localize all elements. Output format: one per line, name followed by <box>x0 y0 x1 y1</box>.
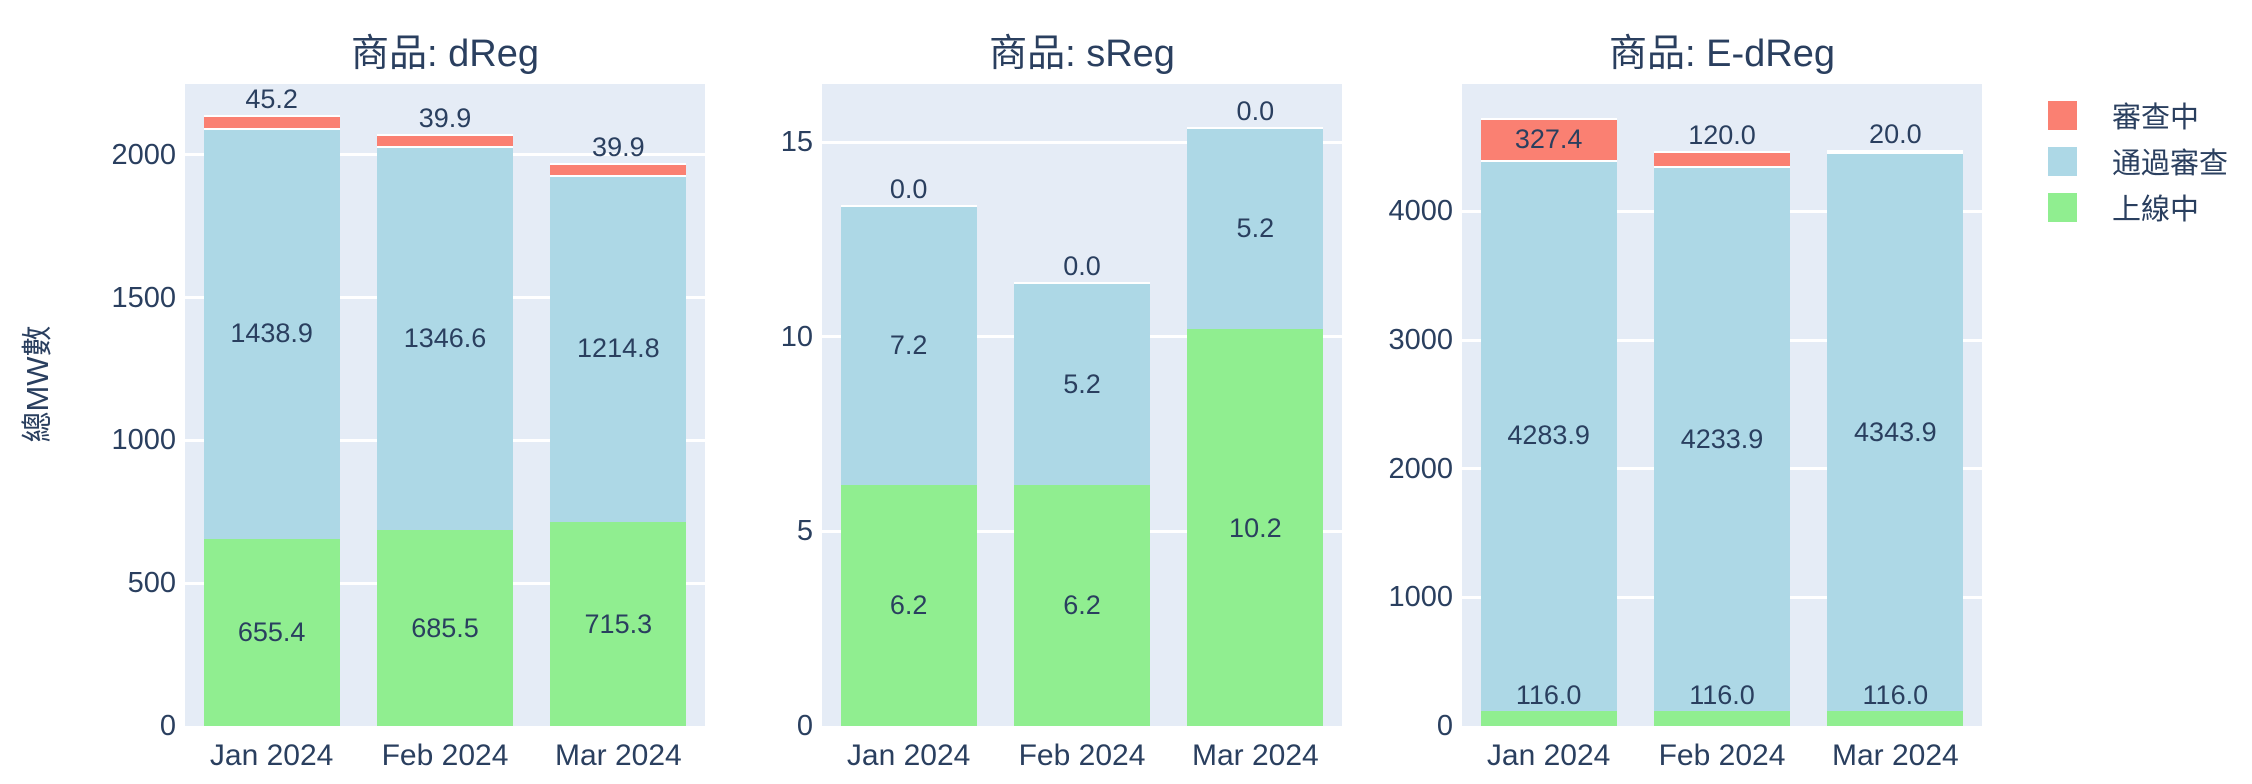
bar-value-label: 5.2 <box>1063 368 1101 399</box>
bar-value-label: 6.2 <box>1063 590 1101 621</box>
bar-segment-0-1 <box>1014 484 1150 726</box>
bar-value-label: 6.2 <box>889 590 928 621</box>
bar-value-label: 10.2 <box>1229 512 1282 543</box>
bar-segment-0-2 <box>1827 711 1964 726</box>
bar-segment-2-1 <box>377 134 513 146</box>
bar-segment-2-2 <box>550 163 687 175</box>
bar-segment-1-1 <box>1654 166 1790 712</box>
y-tick-label: 1500 <box>111 281 176 314</box>
bar-value-label: 715.3 <box>584 608 653 639</box>
bar-value-label: 7.2 <box>889 329 928 360</box>
x-tick-label: Mar 2024 <box>554 739 682 772</box>
x-tick-label: Jan 2024 <box>846 739 971 772</box>
bar-segment-2-2 <box>1827 149 1964 153</box>
bar-segment-1-1 <box>377 145 513 531</box>
subplot-title-sreg: 商品: sReg <box>989 33 1175 75</box>
y-tick-label: 0 <box>159 710 176 742</box>
bar-value-label: 20.0 <box>1869 118 1922 149</box>
bar-segment-0-0 <box>840 484 977 726</box>
bar-value-label: 0.0 <box>1236 95 1275 126</box>
bar-value-label: 120.0 <box>1688 119 1756 150</box>
bar-segment-1-1 <box>1014 282 1150 485</box>
legend-label-online: 上線中 <box>2112 194 2200 226</box>
legend-label-approved: 通過審查 <box>2112 148 2229 180</box>
y-tick-label: 0 <box>1436 710 1453 742</box>
bar-value-label: 327.4 <box>1514 123 1583 154</box>
legend-swatch-approved <box>2048 146 2077 176</box>
bar-value-label: 116.0 <box>1689 680 1755 711</box>
y-tick-label: 10 <box>780 320 813 353</box>
bar-segment-1-0 <box>203 127 340 539</box>
y-tick-label: 2000 <box>111 138 176 171</box>
bar-segment-0-0 <box>203 538 340 726</box>
y-tick-label: 500 <box>127 567 176 600</box>
y-tick-label: 4000 <box>1388 195 1453 228</box>
bar-value-label: 39.9 <box>592 132 645 163</box>
x-tick-label: Feb 2024 <box>1658 739 1786 772</box>
y-tick-label: 5 <box>796 515 813 548</box>
x-tick-label: Feb 2024 <box>381 739 509 772</box>
bar-value-label: 116.0 <box>1515 680 1582 711</box>
y-tick-label: 0 <box>796 710 813 742</box>
x-tick-label: Jan 2024 <box>209 739 334 772</box>
bar-segment-1-2 <box>1187 126 1324 330</box>
bar-segment-0-2 <box>550 521 687 726</box>
bar-value-label: 1438.9 <box>230 318 313 349</box>
bar-segment-0-1 <box>1654 711 1790 726</box>
bar-value-label: 4343.9 <box>1854 416 1937 447</box>
legend-label-reviewing: 審查中 <box>2112 102 2200 134</box>
bar-segment-1-2 <box>550 174 687 522</box>
legend-item-online[interactable]: 上線中 <box>2048 190 2228 226</box>
legend-item-approved[interactable]: 通過審查 <box>2048 144 2228 180</box>
bar-segment-2-1 <box>1654 150 1790 167</box>
bar-segment-0-1 <box>377 530 513 726</box>
bar-value-label: 0.0 <box>1063 251 1101 282</box>
bar-value-label: 116.0 <box>1862 680 1929 711</box>
subplot-title-dreg: 商品: dReg <box>351 33 539 75</box>
gridline <box>822 140 1342 144</box>
subplot-title-edreg: 商品: E-dReg <box>1609 33 1835 75</box>
bar-segment-2-0 <box>203 114 340 128</box>
bar-value-label: 5.2 <box>1236 212 1275 243</box>
legend-item-reviewing[interactable]: 審查中 <box>2048 98 2228 134</box>
bar-value-label: 685.5 <box>411 613 479 644</box>
legend-swatch-online <box>2048 192 2077 222</box>
legend: 審查中 通過審查 上線中 <box>2048 98 2228 236</box>
bar-segment-1-0 <box>1480 159 1617 712</box>
bar-value-label: 655.4 <box>237 617 306 648</box>
bar-segment-1-2 <box>1827 152 1964 712</box>
y-tick-label: 3000 <box>1388 324 1453 357</box>
bar-value-label: 0.0 <box>889 173 928 204</box>
x-tick-label: Mar 2024 <box>1831 739 1959 772</box>
y-tick-label: 15 <box>780 126 813 159</box>
y-tick-label: 2000 <box>1388 452 1453 485</box>
bar-value-label: 1346.6 <box>403 322 487 353</box>
bar-value-label: 4283.9 <box>1507 420 1590 451</box>
legend-swatch-reviewing <box>2048 100 2077 130</box>
bar-segment-0-2 <box>1187 329 1324 726</box>
x-tick-label: Mar 2024 <box>1191 739 1319 772</box>
bar-segment-0-0 <box>1480 711 1617 726</box>
x-tick-label: Feb 2024 <box>1018 739 1146 772</box>
x-tick-label: Jan 2024 <box>1486 739 1611 772</box>
bar-value-label: 45.2 <box>245 83 298 114</box>
bar-segment-2-0 <box>1480 117 1617 160</box>
y-tick-label: 1000 <box>1388 581 1453 614</box>
y-tick-label: 1000 <box>111 424 176 457</box>
bar-value-label: 4233.9 <box>1680 423 1764 454</box>
bar-value-label: 1214.8 <box>577 333 660 364</box>
bar-value-label: 39.9 <box>418 103 472 134</box>
bar-segment-1-0 <box>840 204 977 485</box>
